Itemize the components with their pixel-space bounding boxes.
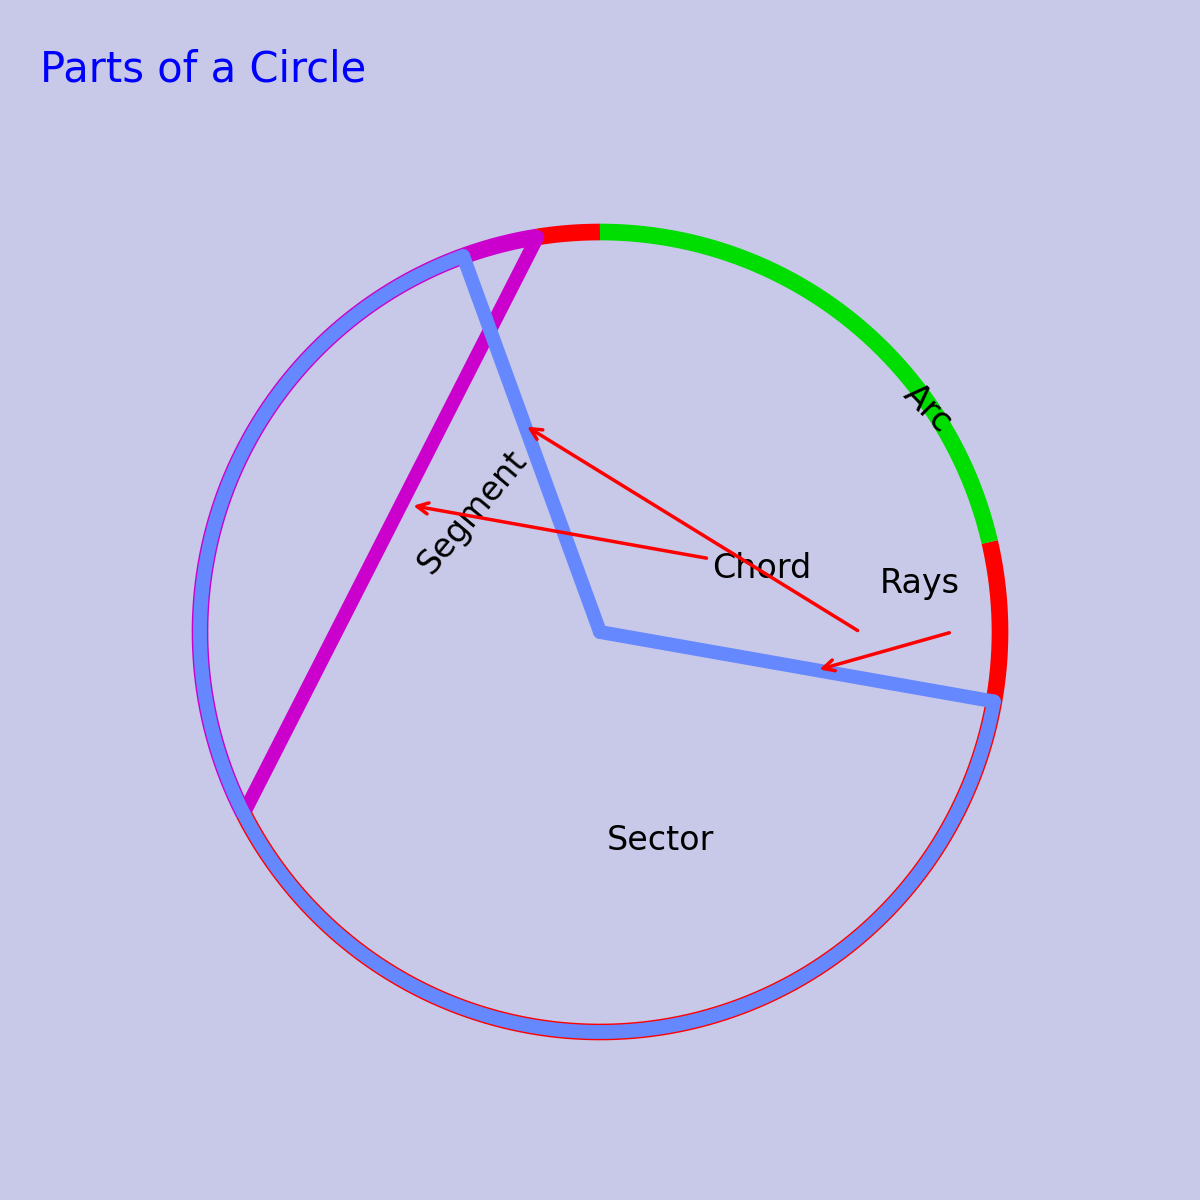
Text: Parts of a Circle: Parts of a Circle — [40, 48, 366, 90]
Text: Rays: Rays — [880, 568, 960, 600]
Text: Sector: Sector — [606, 823, 714, 857]
Text: Arc: Arc — [898, 377, 959, 439]
Text: Chord: Chord — [418, 503, 811, 584]
Text: Segment: Segment — [412, 444, 533, 580]
